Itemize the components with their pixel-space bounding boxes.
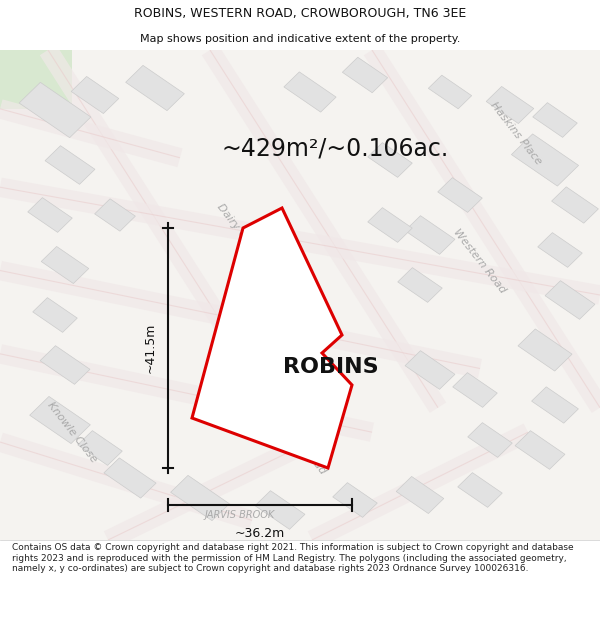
Polygon shape	[284, 72, 336, 112]
Text: Western Road: Western Road	[272, 408, 328, 476]
Polygon shape	[192, 208, 352, 468]
Polygon shape	[545, 281, 595, 319]
Polygon shape	[428, 75, 472, 109]
Text: Haskins Place: Haskins Place	[488, 100, 544, 167]
Text: Western Road: Western Road	[452, 227, 508, 295]
Text: Knowle Close: Knowle Close	[46, 400, 98, 464]
Polygon shape	[551, 187, 598, 223]
Text: JARVIS BROOK: JARVIS BROOK	[205, 511, 275, 521]
Polygon shape	[511, 134, 578, 186]
Polygon shape	[95, 199, 136, 231]
Polygon shape	[28, 198, 72, 232]
Polygon shape	[71, 76, 119, 114]
FancyBboxPatch shape	[0, 50, 72, 109]
Polygon shape	[405, 216, 455, 254]
Polygon shape	[405, 351, 455, 389]
Polygon shape	[368, 142, 412, 177]
Text: ROBINS: ROBINS	[283, 357, 378, 377]
Polygon shape	[45, 146, 95, 184]
Text: ~41.5m: ~41.5m	[143, 322, 157, 373]
Polygon shape	[538, 232, 582, 268]
Polygon shape	[438, 177, 482, 212]
Polygon shape	[40, 346, 90, 384]
Polygon shape	[255, 491, 305, 529]
Polygon shape	[125, 66, 184, 111]
Polygon shape	[398, 268, 442, 302]
Text: ~429m²/~0.106ac.: ~429m²/~0.106ac.	[222, 136, 449, 160]
Polygon shape	[518, 329, 572, 371]
Polygon shape	[368, 208, 412, 242]
Polygon shape	[78, 431, 122, 466]
Polygon shape	[29, 396, 91, 444]
Polygon shape	[468, 422, 512, 457]
Polygon shape	[170, 476, 229, 521]
Polygon shape	[343, 58, 388, 92]
Text: Map shows position and indicative extent of the property.: Map shows position and indicative extent…	[140, 34, 460, 44]
Text: ROBINS, WESTERN ROAD, CROWBOROUGH, TN6 3EE: ROBINS, WESTERN ROAD, CROWBOROUGH, TN6 3…	[134, 8, 466, 21]
Text: Dairy Green: Dairy Green	[215, 202, 265, 261]
Polygon shape	[453, 372, 497, 408]
Text: ~36.2m: ~36.2m	[235, 527, 285, 540]
Polygon shape	[458, 472, 502, 508]
Polygon shape	[41, 246, 89, 284]
Polygon shape	[515, 431, 565, 469]
Text: Contains OS data © Crown copyright and database right 2021. This information is : Contains OS data © Crown copyright and d…	[12, 543, 574, 573]
Polygon shape	[396, 476, 444, 514]
Polygon shape	[532, 387, 578, 423]
Polygon shape	[533, 102, 577, 138]
Polygon shape	[486, 86, 534, 124]
Polygon shape	[19, 82, 91, 138]
Polygon shape	[333, 482, 377, 518]
Polygon shape	[33, 298, 77, 332]
Polygon shape	[104, 458, 156, 498]
